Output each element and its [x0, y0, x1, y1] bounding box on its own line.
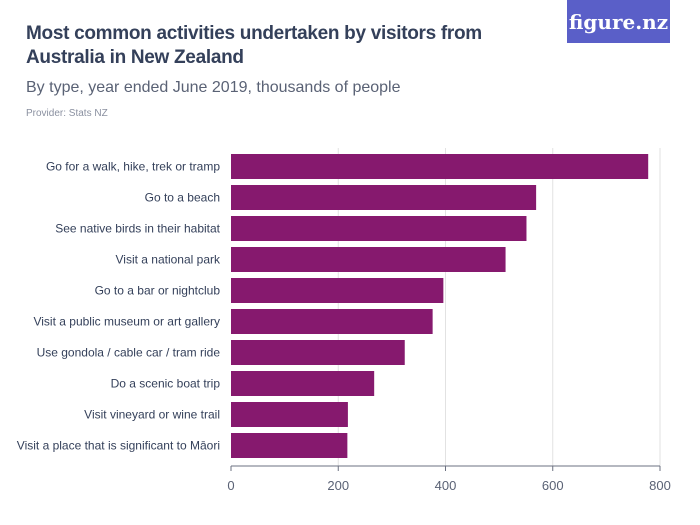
provider: Provider: Stats NZ [26, 108, 108, 119]
category-label: Use gondola / cable car / tram ride [37, 346, 221, 360]
category-label: Visit vineyard or wine trail [84, 408, 220, 422]
category-label: Visit a public museum or art gallery [33, 315, 220, 329]
category-label: Go to a bar or nightclub [95, 284, 221, 298]
x-tick-label: 200 [327, 478, 349, 493]
category-label: Visit a place that is significant to Māo… [17, 439, 220, 453]
x-tick-label: 400 [435, 478, 457, 493]
bar [231, 371, 375, 396]
category-label: Visit a national park [115, 253, 221, 267]
x-tick-label: 0 [227, 478, 234, 493]
chart-subtitle: By type, year ended June 2019, thousands… [26, 79, 401, 96]
x-tick-label: 800 [649, 478, 671, 493]
bar [231, 154, 649, 179]
bar [231, 433, 348, 458]
bar [231, 185, 537, 210]
bar [231, 247, 506, 272]
bar [231, 216, 527, 241]
category-label: Go to a beach [145, 191, 220, 205]
category-label: Do a scenic boat trip [111, 377, 221, 391]
bar [231, 340, 405, 365]
x-tick-label: 600 [542, 478, 564, 493]
figure-nz-logo[interactable]: figure.nz [567, 0, 670, 43]
category-label: See native birds in their habitat [55, 222, 220, 236]
bar [231, 278, 444, 303]
bar [231, 402, 348, 427]
chart-title: Most common activities undertaken by vis… [26, 23, 482, 68]
bar [231, 309, 433, 334]
category-label: Go for a walk, hike, trek or tramp [46, 160, 220, 174]
